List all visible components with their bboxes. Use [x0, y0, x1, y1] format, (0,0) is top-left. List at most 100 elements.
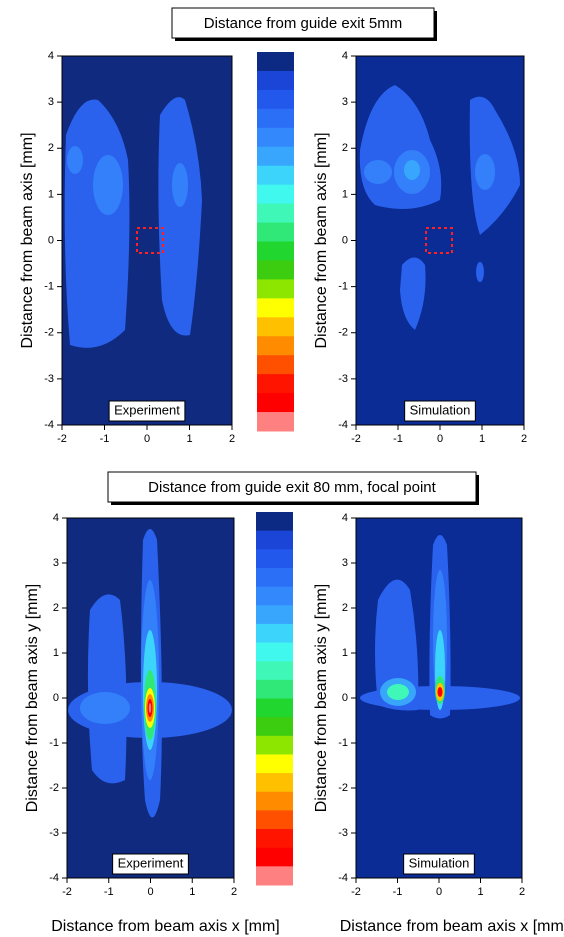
x-axis-label: Distance from beam axis x [mm] — [340, 918, 564, 935]
y-axis-label: Distance from beam axis [mm] — [313, 132, 330, 348]
x-tick-label: -2 — [62, 886, 72, 898]
colorbar-band — [257, 203, 294, 224]
colorbar-band — [256, 866, 293, 886]
x-tick-label: -1 — [393, 886, 403, 898]
x-tick-label: 0 — [436, 886, 442, 898]
annotation-box — [404, 400, 476, 422]
colorbar-band — [257, 165, 294, 186]
heading: Distance from guide exit 5mm — [204, 15, 402, 32]
y-tick-label: 2 — [53, 602, 59, 614]
colorbar-band — [257, 412, 294, 432]
colorbar-band — [257, 241, 294, 261]
colorbar-band — [256, 810, 293, 830]
x-tick-label: 1 — [189, 886, 195, 898]
x-tick-label: -2 — [351, 433, 361, 445]
y-tick-label: 0 — [342, 234, 348, 246]
y-tick-label: -3 — [338, 373, 348, 385]
contour-level — [476, 262, 484, 282]
y-tick-label: -4 — [49, 872, 59, 884]
x-tick-label: 2 — [229, 433, 235, 445]
y-axis-label: Distance from beam axis y [mm] — [313, 584, 330, 813]
y-tick-label: -2 — [44, 327, 54, 339]
x-tick-label: 1 — [186, 433, 192, 445]
colorbar-band — [256, 773, 293, 793]
y-tick-label: 3 — [48, 96, 54, 108]
y-tick-label: 3 — [342, 557, 348, 569]
y-tick-label: 4 — [48, 50, 54, 62]
y-tick-label: 2 — [342, 602, 348, 614]
colorbar-band — [256, 791, 293, 811]
y-tick-label: -1 — [49, 737, 59, 749]
y-tick-label: 3 — [342, 96, 348, 108]
colorbar-band — [257, 70, 294, 91]
colorbar-band — [256, 698, 293, 718]
y-tick-label: -4 — [338, 419, 348, 431]
y-tick-label: 0 — [53, 692, 59, 704]
colorbar-band — [257, 317, 294, 337]
y-tick-label: 4 — [342, 512, 348, 524]
colorbar-band — [257, 146, 294, 167]
y-tick-label: 1 — [48, 188, 54, 200]
y-tick-label: 4 — [342, 50, 348, 62]
y-tick-label: 4 — [53, 512, 59, 524]
annotation: Experiment — [114, 402, 180, 417]
x-tick-label: 2 — [519, 886, 525, 898]
annotation-box — [112, 853, 189, 875]
y-tick-label: 0 — [48, 234, 54, 246]
y-tick-label: 0 — [342, 692, 348, 704]
y-axis-label: Distance from beam axis [mm] — [19, 132, 36, 348]
heading-box — [107, 471, 477, 503]
contour-level — [172, 163, 188, 207]
y-tick-label: 1 — [342, 647, 348, 659]
contour-level — [404, 160, 420, 180]
contour-level — [475, 154, 495, 190]
colorbar-band — [257, 52, 294, 72]
colorbar-band — [256, 530, 293, 550]
colorbar-band — [257, 374, 294, 394]
contour-level — [64, 99, 130, 348]
contour-level — [93, 155, 123, 215]
y-tick-label: -2 — [49, 782, 59, 794]
beam-marker — [425, 227, 453, 254]
colorbar-band — [256, 847, 293, 867]
x-tick-label: -2 — [57, 433, 67, 445]
colorbar-band — [256, 623, 293, 644]
annotation-box — [108, 400, 186, 422]
colorbar-band — [256, 567, 293, 588]
x-tick-label: -2 — [351, 886, 361, 898]
colorbar-band — [256, 754, 293, 774]
contour-level — [400, 257, 426, 330]
x-tick-label: 2 — [521, 433, 527, 445]
x-tick-label: 1 — [477, 886, 483, 898]
y-tick-label: -1 — [44, 281, 54, 293]
annotation: Experiment — [118, 855, 184, 870]
colorbar-band — [257, 336, 294, 356]
x-tick-label: -1 — [393, 433, 403, 445]
colorbar-band — [256, 679, 293, 699]
annotation: Simulation — [410, 402, 471, 417]
x-tick-label: -1 — [104, 886, 114, 898]
y-tick-label: 2 — [342, 142, 348, 154]
contour-level — [67, 146, 83, 174]
annotation-box — [403, 853, 475, 875]
colorbar-band — [257, 127, 294, 148]
annotation: Simulation — [409, 855, 470, 870]
y-tick-label: -2 — [338, 327, 348, 339]
colorbar-band — [256, 549, 293, 569]
contour-level — [364, 160, 392, 184]
y-tick-label: -3 — [44, 373, 54, 385]
colorbar-band — [256, 735, 293, 755]
colorbar-band — [256, 512, 293, 532]
y-tick-label: -4 — [44, 419, 54, 431]
x-tick-label: 0 — [437, 433, 443, 445]
contour-level — [437, 687, 443, 697]
beam-marker — [136, 227, 164, 254]
colorbar-band — [257, 222, 294, 242]
contour-level — [469, 96, 520, 236]
x-tick-label: 2 — [231, 886, 237, 898]
heading-box — [171, 7, 435, 39]
contour-shapes — [64, 85, 520, 818]
x-axis-label: Distance from beam axis x [mm] — [51, 918, 280, 935]
colorbar-band — [257, 298, 294, 318]
x-tick-label: 1 — [479, 433, 485, 445]
